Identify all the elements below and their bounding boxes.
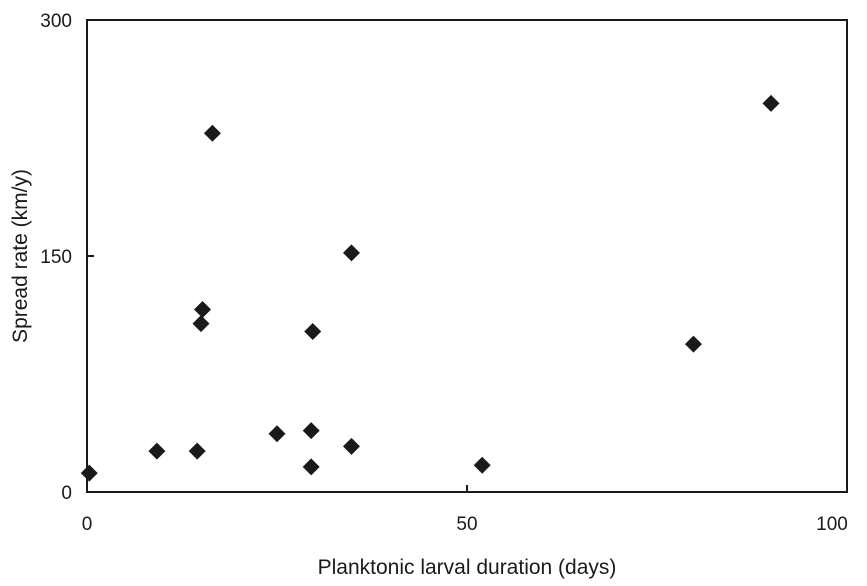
data-point-14 bbox=[684, 335, 702, 353]
data-point-3 bbox=[188, 442, 206, 460]
y-tick-label-300: 300 bbox=[40, 11, 72, 32]
y-tick-label-150: 150 bbox=[40, 247, 72, 268]
data-point-11 bbox=[342, 437, 360, 455]
data-point-9 bbox=[302, 422, 320, 440]
axis-ticks bbox=[87, 255, 468, 492]
y-axis-title: Spread rate (km/y) bbox=[9, 169, 32, 343]
data-point-12 bbox=[342, 244, 360, 262]
data-point-10 bbox=[304, 323, 322, 341]
data-point-2 bbox=[148, 442, 166, 460]
x-tick-label-100: 100 bbox=[816, 514, 848, 535]
x-tick-label-50: 50 bbox=[456, 514, 477, 535]
data-point-5 bbox=[194, 300, 212, 318]
data-point-8 bbox=[302, 458, 320, 476]
data-point-6 bbox=[203, 124, 221, 142]
data-point-1 bbox=[80, 464, 98, 482]
data-point-7 bbox=[268, 425, 286, 443]
data-point-15 bbox=[762, 94, 780, 112]
tick-labels: 300 150 0 0 50 100 bbox=[40, 11, 848, 535]
y-tick-label-0: 0 bbox=[61, 483, 72, 504]
scatter-points bbox=[80, 94, 780, 482]
x-axis-title: Planktonic larval duration (days) bbox=[318, 556, 617, 579]
x-tick-label-0: 0 bbox=[82, 514, 93, 535]
plot-area-frame bbox=[86, 19, 848, 493]
data-point-13 bbox=[473, 456, 491, 474]
data-point-4 bbox=[192, 315, 210, 333]
